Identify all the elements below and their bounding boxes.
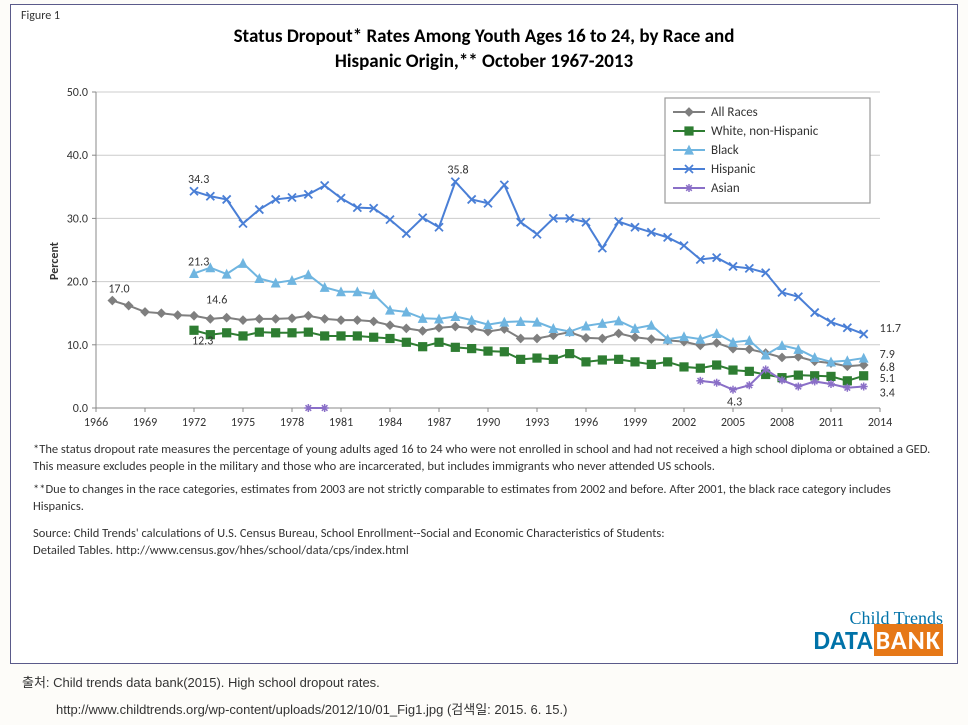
svg-text:14.6: 14.6 — [206, 294, 227, 308]
svg-text:1987: 1987 — [427, 416, 451, 430]
svg-text:50.0: 50.0 — [67, 86, 88, 100]
svg-text:17.0: 17.0 — [108, 283, 129, 297]
svg-text:20.0: 20.0 — [67, 276, 88, 290]
svg-text:21.3: 21.3 — [188, 256, 209, 270]
title-line1: Status Dropout* Rates Among Youth Ages 1… — [234, 25, 735, 48]
figure-container: Figure 1 Status Dropout* Rates Among You… — [10, 4, 958, 664]
logo-bank: BANK — [874, 624, 943, 656]
svg-text:Asian: Asian — [711, 181, 740, 196]
svg-text:1978: 1978 — [280, 416, 304, 430]
source-text: Source: Child Trends' calculations of U.… — [33, 526, 673, 560]
svg-text:1999: 1999 — [623, 416, 647, 430]
svg-text:White, non-Hispanic: White, non-Hispanic — [711, 124, 819, 139]
figure-label: Figure 1 — [21, 9, 60, 23]
plot-area: Percent 0.0 10.0 20.0 30.0 40.0 50.0 1966 1969 1… — [44, 86, 924, 436]
svg-text:4.3: 4.3 — [727, 396, 742, 410]
svg-text:1975: 1975 — [231, 416, 255, 430]
caption-1: 출처: Child trends data bank(2015). High s… — [22, 672, 968, 691]
svg-text:30.0: 30.0 — [67, 213, 88, 227]
svg-text:2011: 2011 — [819, 416, 843, 430]
footnote-1: *The status dropout rate measures the pe… — [33, 442, 939, 476]
svg-text:1996: 1996 — [574, 416, 598, 430]
svg-text:34.3: 34.3 — [188, 174, 209, 188]
svg-text:5.1: 5.1 — [880, 372, 895, 386]
svg-text:1966: 1966 — [84, 416, 108, 430]
chart-svg: 0.0 10.0 20.0 30.0 40.0 50.0 1966 1969 1972 1975 1… — [44, 86, 924, 436]
svg-text:0.0: 0.0 — [73, 402, 88, 416]
svg-text:1969: 1969 — [133, 416, 157, 430]
svg-text:40.0: 40.0 — [67, 150, 88, 164]
svg-text:Black: Black — [711, 143, 739, 158]
svg-text:2002: 2002 — [672, 416, 696, 430]
svg-text:Hispanic: Hispanic — [711, 162, 756, 177]
svg-text:1981: 1981 — [329, 416, 353, 430]
svg-text:1990: 1990 — [476, 416, 500, 430]
svg-text:11.7: 11.7 — [880, 322, 901, 336]
y-axis-label: Percent — [48, 242, 62, 280]
svg-text:7.9: 7.9 — [880, 348, 895, 362]
svg-text:10.0: 10.0 — [67, 339, 88, 353]
svg-text:12.3: 12.3 — [192, 335, 213, 349]
title-line2: Hispanic Origin,** October 1967-2013 — [335, 50, 633, 73]
databank-logo: Child Trends DATABANK — [813, 609, 943, 653]
svg-text:2005: 2005 — [721, 416, 745, 430]
svg-text:1972: 1972 — [182, 416, 206, 430]
svg-text:1984: 1984 — [378, 416, 402, 430]
caption-2: http://www.childtrends.org/wp-content/up… — [56, 699, 968, 718]
svg-text:2008: 2008 — [770, 416, 794, 430]
svg-text:35.8: 35.8 — [447, 164, 468, 178]
logo-line2: DATABANK — [813, 627, 943, 653]
footnote-2: **Due to changes in the race categories,… — [33, 482, 939, 516]
svg-text:2014: 2014 — [868, 416, 892, 430]
svg-text:1993: 1993 — [525, 416, 549, 430]
svg-text:All Races: All Races — [711, 105, 758, 120]
chart-title: Status Dropout* Rates Among Youth Ages 1… — [11, 25, 957, 74]
svg-text:3.4: 3.4 — [880, 387, 895, 401]
logo-data: DATA — [813, 624, 873, 656]
